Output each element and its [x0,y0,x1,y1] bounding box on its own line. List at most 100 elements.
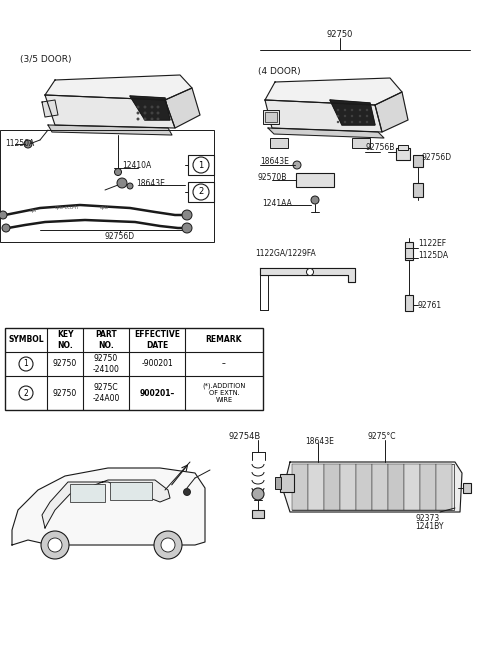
Text: (3/5 DOOR): (3/5 DOOR) [20,55,72,64]
Bar [263,110,279,124]
Circle shape [154,531,182,559]
Circle shape [157,112,159,114]
Bar [0,130,214,242]
Bar [188,182,214,202]
Circle shape [151,112,153,114]
Circle shape [137,118,139,120]
Bar [292,464,308,510]
Circle shape [19,386,33,400]
Text: cpu: cpu [100,205,109,210]
Polygon shape [45,95,175,128]
Circle shape [144,106,146,108]
Bar [110,482,152,500]
Bar [405,242,413,260]
Bar [324,464,340,510]
Polygon shape [330,100,375,125]
Bar [292,464,454,510]
Bar [252,510,264,518]
Circle shape [24,140,32,148]
Bar [296,173,334,187]
Text: –: – [222,359,226,369]
Bar [396,148,410,160]
Text: 1122GA/1229FA: 1122GA/1229FA [255,248,316,257]
Bar [404,464,420,510]
Bar [188,155,214,175]
Circle shape [144,112,146,114]
Circle shape [137,112,139,114]
Text: 92761: 92761 [418,300,442,309]
Bar [463,483,471,493]
Circle shape [182,223,192,233]
Text: 2: 2 [24,388,28,397]
Circle shape [344,115,346,117]
Text: 1241AA: 1241AA [262,198,292,208]
Text: 92750: 92750 [327,30,353,39]
Polygon shape [12,468,205,545]
Circle shape [293,161,301,169]
Circle shape [137,106,139,108]
Circle shape [161,538,175,552]
Text: 900201–: 900201– [139,388,175,397]
Polygon shape [165,88,200,128]
Bar [352,138,370,148]
Polygon shape [265,100,382,132]
Text: 1122EF: 1122EF [418,238,446,248]
Text: 2: 2 [198,187,204,196]
Bar [372,464,388,510]
Circle shape [19,357,33,371]
Text: 92750: 92750 [53,359,77,369]
Polygon shape [45,75,192,100]
Circle shape [144,118,146,120]
Text: 1241BY: 1241BY [415,522,444,531]
Bar [280,474,294,492]
Text: 92373: 92373 [415,514,439,523]
Bar [398,145,408,150]
Circle shape [2,224,10,232]
Circle shape [337,109,339,111]
Circle shape [337,121,339,123]
Bar [420,464,436,510]
Text: EFFECTIVE
DATE: EFFECTIVE DATE [134,330,180,350]
Text: 92756B: 92756B [365,143,395,152]
Text: 18643E: 18643E [305,437,334,446]
Polygon shape [42,100,58,117]
Text: 9275°C: 9275°C [368,432,396,441]
Text: 1: 1 [24,359,28,369]
Circle shape [193,184,209,200]
Polygon shape [268,128,384,138]
Bar [70,484,105,502]
Text: cpr: cpr [30,208,38,213]
Text: 92750: 92750 [53,388,77,397]
Circle shape [151,118,153,120]
Circle shape [157,106,159,108]
Text: 18643E: 18643E [136,179,165,189]
Circle shape [193,157,209,173]
Circle shape [366,121,368,123]
Circle shape [307,269,313,275]
Text: REMARK: REMARK [206,336,242,344]
Bar [388,464,404,510]
Text: 92750
-24100: 92750 -24100 [93,354,120,374]
Circle shape [151,106,153,108]
Bar [340,464,356,510]
Circle shape [127,183,133,189]
Circle shape [359,121,361,123]
Bar [405,295,413,311]
Circle shape [366,115,368,117]
Text: 92570B: 92570B [258,173,288,181]
Bar [265,112,277,122]
Text: (4 DOOR): (4 DOOR) [258,67,300,76]
Polygon shape [48,125,172,135]
Text: cpu-ccu-h: cpu-ccu-h [55,205,79,210]
Circle shape [359,109,361,111]
Polygon shape [42,480,170,528]
Text: 92754B: 92754B [229,432,261,441]
Text: 92756D: 92756D [422,154,452,162]
Bar [413,183,423,197]
Text: 1125DA: 1125DA [418,250,448,260]
Text: 18643E: 18643E [260,158,289,166]
Circle shape [344,109,346,111]
Polygon shape [375,92,408,132]
Text: -900201: -900201 [141,359,173,369]
Circle shape [311,196,319,204]
